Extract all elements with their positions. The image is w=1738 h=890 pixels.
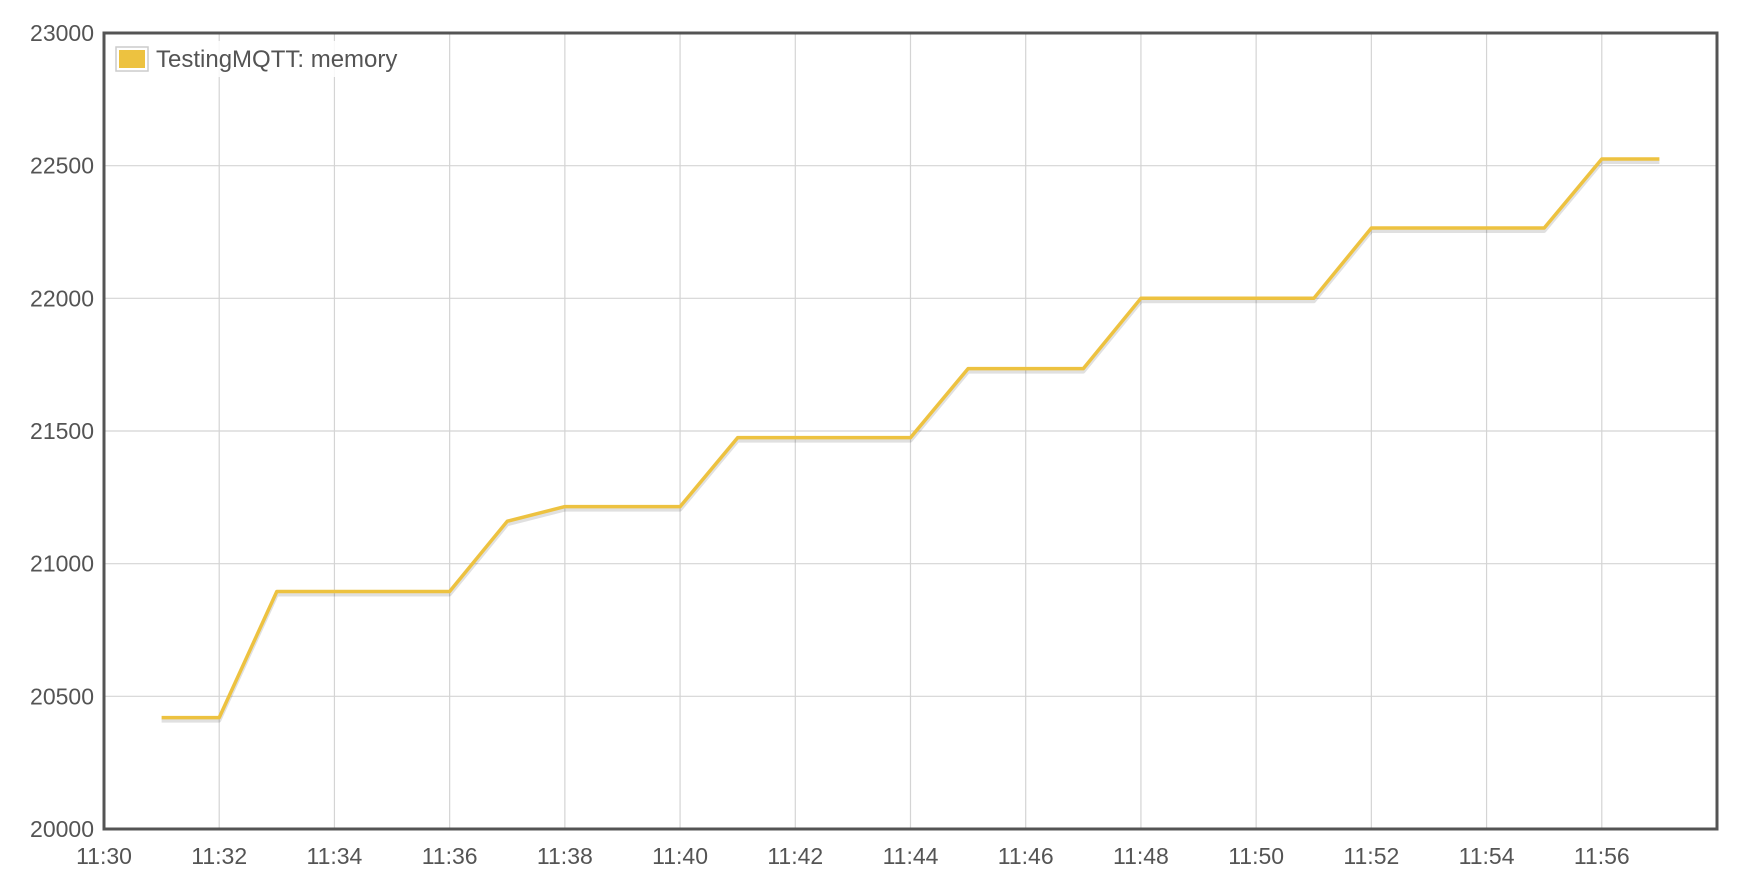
legend: TestingMQTT: memory	[110, 41, 445, 77]
legend-label: TestingMQTT: memory	[156, 46, 397, 73]
y-tick-label: 23000	[30, 20, 94, 46]
y-tick-label: 22500	[30, 153, 94, 179]
series-lines	[161, 157, 1660, 720]
x-tick-label: 11:56	[1574, 843, 1630, 869]
legend-background	[110, 41, 445, 77]
legend-swatch	[119, 50, 145, 68]
series-line-shadow	[161, 160, 1660, 723]
legend-swatch-border	[115, 46, 149, 72]
y-tick-label: 22000	[30, 285, 94, 311]
x-tick-label: 11:30	[76, 843, 132, 869]
series-shadow	[161, 160, 1660, 723]
x-tick-label: 11:34	[306, 843, 362, 869]
x-tick-label: 11:32	[191, 843, 247, 869]
plot-frame	[102, 31, 1719, 831]
y-tick-label: 21500	[30, 418, 94, 444]
x-axis-tick-labels: 11:30 11:32 11:34 11:36 11:38 11:40 11:42 11:44…	[76, 843, 1630, 869]
y-tick-label: 21000	[30, 551, 94, 577]
x-tick-label: 11:48	[1113, 843, 1169, 869]
x-tick-label: 11:40	[652, 843, 708, 869]
y-tick-label: 20500	[30, 683, 94, 709]
grid	[104, 33, 1717, 829]
x-tick-label: 11:36	[422, 843, 478, 869]
x-tick-label: 11:42	[767, 843, 823, 869]
y-axis-tick-labels: 20000 20500 21000 21500 22000 22500 23000	[30, 20, 94, 842]
x-tick-label: 11:52	[1343, 843, 1399, 869]
x-tick-label: 11:50	[1228, 843, 1284, 869]
x-tick-label: 11:38	[537, 843, 593, 869]
series-line	[161, 157, 1660, 720]
y-tick-label: 20000	[30, 816, 94, 842]
x-tick-label: 11:54	[1459, 843, 1515, 869]
x-tick-label: 11:44	[883, 843, 939, 869]
x-tick-label: 11:46	[998, 843, 1054, 869]
